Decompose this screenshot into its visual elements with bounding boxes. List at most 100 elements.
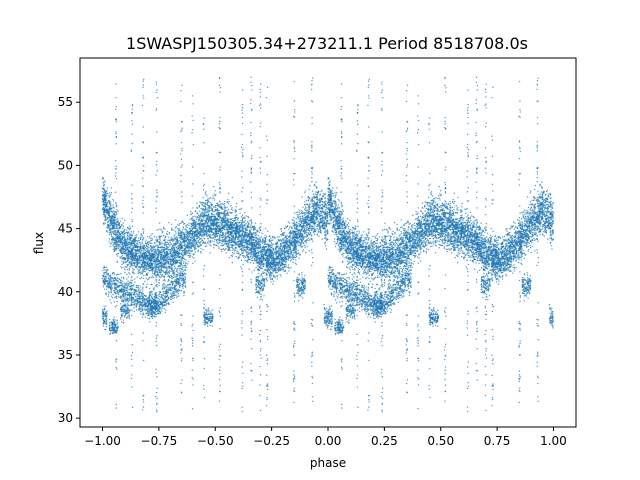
data-point — [550, 309, 552, 311]
data-point — [466, 410, 469, 413]
data-point — [519, 390, 521, 393]
data-point — [191, 377, 193, 379]
data-point — [250, 99, 252, 101]
data-point — [259, 354, 261, 356]
data-point — [434, 201, 437, 204]
data-point — [473, 216, 475, 219]
data-point — [464, 237, 466, 239]
data-point — [539, 233, 541, 236]
data-point — [241, 214, 244, 217]
data-point — [180, 344, 182, 346]
data-point — [334, 321, 337, 324]
data-point — [327, 269, 330, 272]
data-point — [121, 233, 124, 235]
data-point — [110, 295, 113, 297]
data-point — [346, 300, 348, 303]
data-point — [537, 377, 540, 379]
data-point — [115, 407, 118, 409]
data-point — [191, 95, 194, 97]
data-point — [515, 237, 518, 240]
data-point — [430, 312, 433, 314]
data-point — [255, 284, 257, 286]
data-point — [357, 220, 359, 223]
data-point — [347, 222, 350, 224]
data-point — [484, 333, 486, 336]
data-point — [430, 199, 432, 202]
data-point — [311, 396, 314, 398]
data-point — [144, 249, 147, 252]
data-point — [368, 84, 370, 86]
data-point — [354, 225, 357, 227]
data-point — [115, 359, 117, 361]
data-point — [175, 232, 177, 235]
data-point — [519, 111, 521, 113]
data-point — [220, 203, 222, 205]
data-point — [476, 306, 478, 308]
data-point — [241, 116, 244, 119]
data-point — [533, 237, 535, 239]
data-point — [417, 329, 420, 332]
data-point — [492, 230, 494, 233]
data-point — [342, 217, 345, 220]
data-point — [485, 341, 487, 343]
data-point — [489, 234, 492, 236]
data-point — [250, 109, 253, 111]
data-point — [213, 199, 216, 201]
data-point — [367, 270, 369, 272]
data-point — [304, 213, 307, 215]
data-point — [368, 401, 370, 403]
data-point — [231, 207, 233, 209]
data-point — [293, 205, 295, 207]
data-point — [129, 281, 132, 284]
data-point — [115, 177, 118, 180]
data-point — [330, 318, 332, 321]
data-point — [382, 238, 384, 240]
data-point — [374, 236, 376, 238]
data-point — [219, 217, 221, 220]
data-point — [349, 228, 351, 231]
data-point — [328, 273, 331, 275]
data-point — [519, 100, 521, 102]
data-point — [316, 228, 318, 230]
data-point — [227, 202, 230, 205]
data-point — [241, 313, 244, 315]
data-point — [489, 269, 491, 271]
data-point — [311, 150, 313, 152]
data-point — [492, 358, 494, 360]
data-point — [296, 276, 299, 279]
data-point — [295, 250, 298, 252]
data-point — [251, 347, 253, 350]
data-point — [115, 120, 118, 123]
data-point — [212, 231, 214, 234]
data-point — [428, 142, 431, 144]
data-point — [259, 213, 262, 216]
data-point — [311, 351, 313, 353]
data-point — [374, 321, 376, 323]
data-point — [416, 377, 419, 379]
data-point — [304, 246, 306, 249]
data-point — [472, 221, 474, 223]
data-point — [537, 396, 539, 398]
data-point — [142, 84, 145, 86]
data-point — [381, 189, 383, 191]
data-point — [296, 243, 299, 245]
data-point — [457, 249, 460, 252]
data-point — [341, 368, 343, 370]
data-point — [428, 240, 430, 242]
data-point — [476, 109, 478, 111]
data-point — [514, 227, 516, 229]
data-point — [444, 366, 447, 368]
data-point — [115, 202, 117, 204]
data-point — [260, 357, 262, 359]
data-point — [487, 285, 489, 287]
data-point — [174, 226, 176, 229]
data-point — [326, 326, 329, 328]
data-point — [260, 289, 262, 292]
data-point — [378, 276, 380, 278]
data-point — [438, 240, 441, 242]
data-point — [239, 212, 241, 214]
data-point — [172, 297, 174, 300]
data-point — [467, 148, 470, 151]
data-point — [304, 201, 306, 203]
data-point — [159, 311, 161, 313]
